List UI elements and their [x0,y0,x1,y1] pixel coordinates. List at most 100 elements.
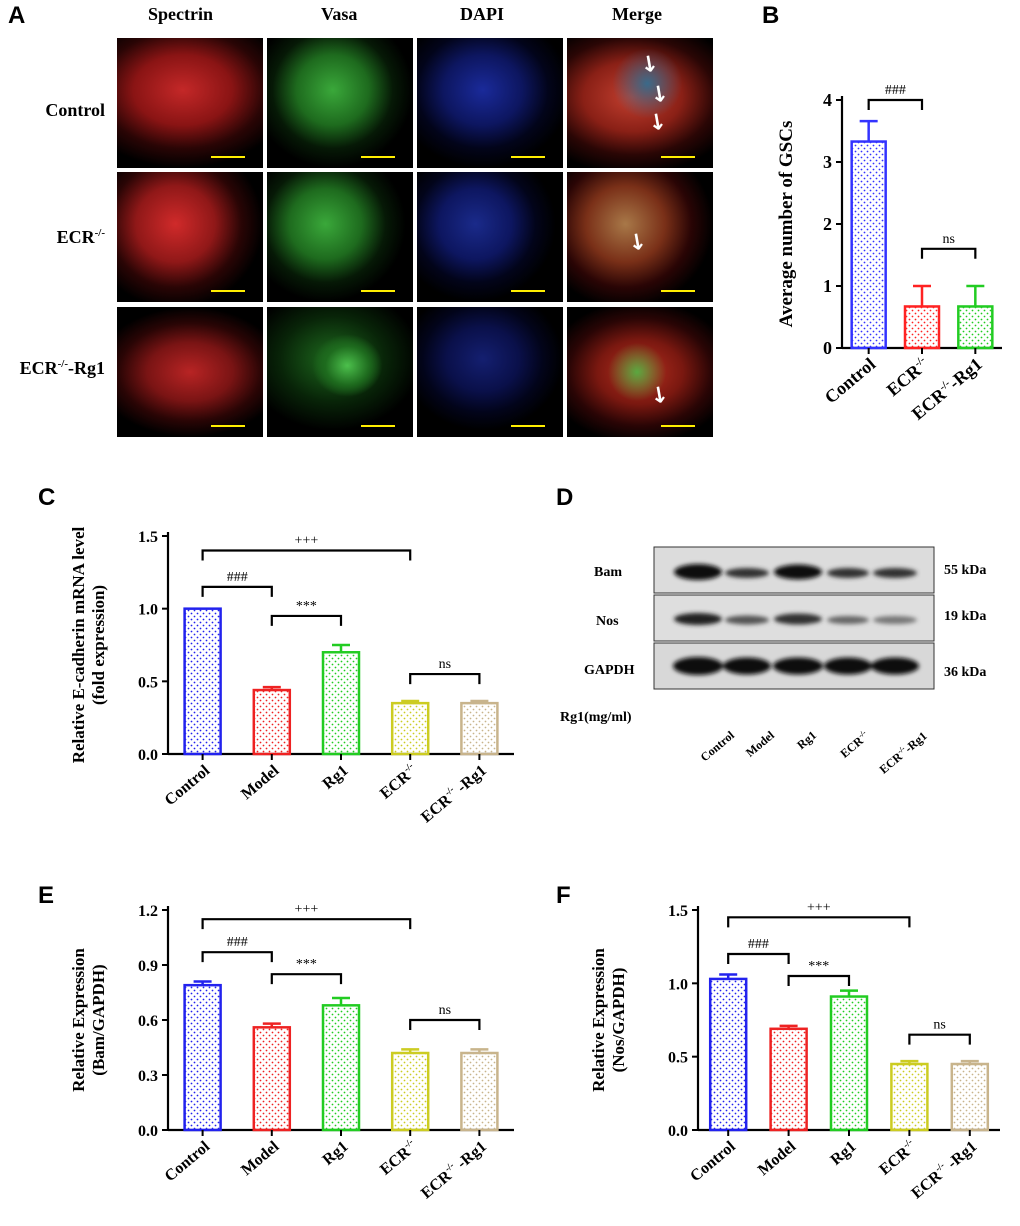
significance-label: +++ [295,902,319,917]
significance-label: +++ [295,534,319,549]
significance-bracket [270,973,343,985]
blot-lane-label-ecr: ECR-/- [837,728,868,761]
arrow-icon: ↘ [641,106,671,139]
significance-label: +++ [807,900,831,915]
category-label: ECR-/- [376,1137,421,1179]
bar [460,701,499,756]
blot-row-label-nos: Nos [596,614,619,629]
category-label: Rg1 [320,1138,352,1169]
scale-bar [361,156,395,158]
panel-label-e: E [38,882,55,909]
micrograph-control-merge: ↘ ↘ ↘ [567,38,713,168]
y-tick-label: 0.5 [138,674,158,691]
bar [957,305,994,350]
blot-treatment-label: Rg1(mg/ml) [560,710,632,725]
channel-label-vasa: Vasa [321,4,358,24]
y-tick-label: 2 [823,214,832,234]
western-blot [653,546,935,690]
band-bam-4 [827,568,869,578]
scale-bar [361,290,395,292]
band-nos-2 [725,615,769,625]
y-tick-label: 0.0 [668,1123,688,1140]
significance-label: ### [748,937,769,952]
scale-bar [661,156,695,158]
bar [890,1062,929,1132]
micrograph-control-vasa [267,38,413,168]
band-gapdh-1 [673,657,723,675]
significance-bracket [201,918,412,930]
y-axis-label: (Nos/GAPDH) [609,968,628,1073]
bar [950,1062,990,1132]
bar [321,1004,361,1132]
category-label: Rg1 [828,1138,860,1169]
scale-bar [211,425,245,427]
channel-label-merge: Merge [612,4,662,24]
blot-lane-label-ecr-rg1: ECR-/--Rg1 [876,728,930,777]
category-label: Control [687,1138,739,1185]
arrow-icon: ↘ [633,48,663,81]
chart-c: 0.0 0.5 1.0 1.5 Relative E-cadherin mRNA lev… [70,526,514,827]
band-gapdh-4 [824,657,872,675]
row-label-ecr: ECR-/- [56,227,105,247]
y-tick-label: 1 [823,276,832,296]
panel-label-c: C [38,484,56,511]
y-tick-label: 3 [823,152,832,172]
y-axis-label: Relative Expression [70,948,88,1092]
category-label: Model [755,1138,800,1179]
band-nos-4 [827,616,869,624]
category-label: ECR-/- [376,761,421,803]
significance-bracket [201,549,412,561]
blot-lane-label-model: Model [742,728,777,760]
arrow-icon: ↘ [621,226,651,259]
y-axis-label: (fold expression) [89,585,108,705]
y-tick-label: 0.9 [138,958,158,975]
category-label: Control [162,1138,214,1185]
blot-lane-label-rg1: Rg1 [794,728,819,753]
bar [252,1026,292,1132]
micrograph-ecr-rg1-vasa [267,307,413,437]
chart-f: 0.0 0.5 1.0 1.5 Relative Expression (Nos/GAPD… [590,900,1000,1202]
significance-label: *** [296,957,317,972]
band-gapdh-5 [871,657,919,675]
micrograph-control-spectrin [117,38,263,168]
category-label: ECR-/- [875,1137,920,1179]
significance-bracket [409,672,481,685]
category-label: ECR-/- -Rg1 [417,761,490,827]
significance-label: ### [227,570,248,585]
panel-label-b: B [762,2,780,29]
y-tick-label: 0.6 [138,1013,158,1030]
band-bam-1 [674,564,722,580]
category-label: Control [821,354,880,408]
bar [183,983,222,1132]
y-axis-label: (Bam/GAPDH) [89,964,108,1075]
significance-label: *** [808,959,829,974]
category-label: ECR-/- -Rg1 [417,1137,490,1203]
y-axis-label: Relative E-cadherin mRNA level [70,526,88,763]
chart-e: 0.0 0.3 0.6 0.9 1.2 Relative Expression (Bam/G… [70,902,514,1203]
arrow-icon: ↘ [643,78,673,111]
blot-kda-bam: 55 kDa [944,563,987,578]
scale-bar [361,425,395,427]
scale-bar [511,156,545,158]
micrograph-ecr-rg1-spectrin [117,307,263,437]
significance-bracket [920,247,977,259]
bar [460,1051,499,1132]
significance-bracket [908,1033,971,1045]
significance-label: ### [227,935,248,950]
y-tick-label: 0.3 [138,1068,158,1085]
panel-label-a: A [8,2,26,29]
band-gapdh-2 [723,657,771,675]
significance-bracket [201,585,273,597]
micrograph-ecr-spectrin [117,172,263,302]
band-nos-5 [873,616,917,624]
channel-label-spectrin: Spectrin [148,4,213,24]
row-label-control: Control [45,100,105,120]
y-tick-label: 0 [823,338,832,358]
significance-label: ns [942,232,954,247]
y-tick-label: 0.0 [138,747,158,764]
significance-bracket [270,614,343,626]
significance-label: ns [439,657,451,672]
band-nos-1 [674,613,722,625]
y-tick-label: 1.5 [668,903,688,920]
significance-bracket [201,951,273,963]
